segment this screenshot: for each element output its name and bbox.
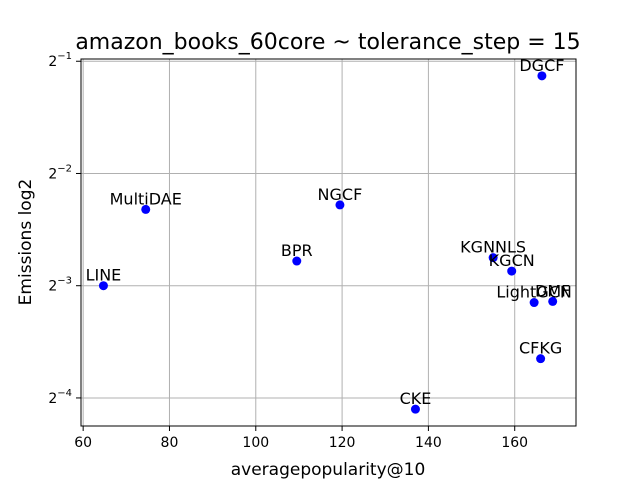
- y-tick-base: 2: [48, 391, 57, 407]
- point-label: LINE: [86, 266, 122, 285]
- y-tick-label: 2−3: [48, 276, 72, 295]
- data-point: [488, 253, 498, 263]
- data-point: [537, 71, 547, 81]
- plot-frame: [80, 58, 577, 427]
- point-label: MultiDAE: [110, 189, 182, 208]
- data-point: [536, 354, 546, 364]
- point-label: DMF: [535, 281, 570, 300]
- point-label: NGCF: [318, 185, 363, 204]
- data-point: [141, 204, 151, 214]
- point-label: KGCN: [489, 251, 535, 270]
- y-tick-exponent: −1: [57, 51, 72, 62]
- y-tick-label: 2−1: [48, 51, 72, 70]
- point-label: DGCF: [519, 56, 564, 75]
- point-label: CFKG: [519, 339, 562, 358]
- y-tick-exponent: −3: [57, 276, 72, 287]
- data-point: [548, 296, 558, 306]
- data-point: [292, 256, 302, 266]
- point-label: CKE: [400, 389, 432, 408]
- x-tick-label: 140: [415, 435, 442, 451]
- y-tick-label: 2−2: [48, 163, 72, 182]
- x-tick-label: 120: [329, 435, 356, 451]
- y-tick-label: 2−4: [48, 388, 72, 407]
- chart-title: amazon_books_60core ~ tolerance_step = 1…: [75, 30, 580, 55]
- data-point: [507, 266, 517, 276]
- y-axis-label: Emissions log2: [16, 179, 36, 306]
- data-point: [410, 404, 420, 414]
- x-axis-label: averagepopularity@10: [231, 460, 426, 480]
- x-tick-label: 80: [161, 435, 179, 451]
- y-tick-base: 2: [48, 279, 57, 295]
- data-point: [529, 298, 539, 308]
- point-label: BPR: [281, 241, 313, 260]
- y-tick-base: 2: [48, 166, 57, 182]
- y-tick-exponent: −4: [57, 388, 72, 399]
- x-tick-label: 60: [74, 435, 92, 451]
- y-tick-exponent: −2: [57, 163, 72, 174]
- y-tick-base: 2: [48, 54, 57, 70]
- x-tick-label: 100: [242, 435, 269, 451]
- x-tick-label: 160: [501, 435, 528, 451]
- point-label: KGNNLS: [460, 238, 526, 257]
- data-point: [335, 200, 345, 210]
- grid: [81, 59, 576, 426]
- point-label: LightGCN: [496, 283, 571, 302]
- data-point: [98, 281, 108, 291]
